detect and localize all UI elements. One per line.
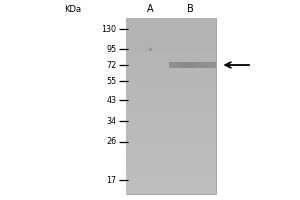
Bar [169, 62, 216, 68]
Text: 43: 43 [106, 96, 116, 105]
Text: 17: 17 [106, 176, 116, 185]
Text: 130: 130 [101, 24, 116, 33]
Text: 95: 95 [106, 45, 116, 53]
Text: KDa: KDa [64, 4, 81, 14]
Text: 26: 26 [106, 138, 116, 146]
Text: B: B [187, 4, 194, 14]
Text: A: A [147, 4, 153, 14]
Text: 72: 72 [106, 60, 116, 70]
Bar [126, 18, 216, 194]
Text: 34: 34 [106, 117, 116, 126]
Text: 55: 55 [106, 76, 116, 86]
